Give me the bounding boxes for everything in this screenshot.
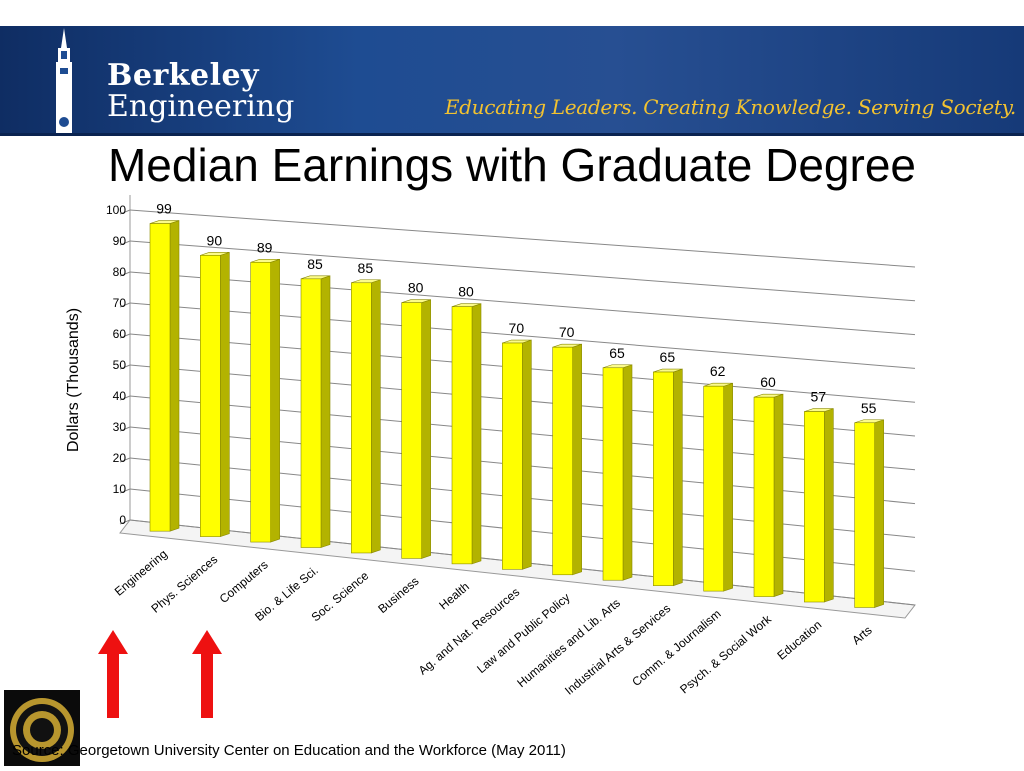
bar-side [874,419,884,608]
y-axis-label: Dollars (Thousands) [65,308,82,452]
data-label: 99 [156,201,172,217]
data-label: 85 [307,256,323,272]
bar [653,371,674,586]
bar-side [371,279,381,554]
gridline-side [119,488,131,494]
y-tick-label: 10 [113,482,127,496]
bar-side [320,275,331,548]
data-label: 80 [408,280,424,296]
y-tick-label: 90 [113,234,127,248]
data-label: 70 [509,320,525,336]
bar-side [471,303,482,565]
page-title: Median Earnings with Graduate Degree [107,139,916,191]
source-citation: Source: Georgetown University Center on … [12,742,566,759]
gridline-side [119,519,131,525]
x-tick-label: Ag. and Nat. Resources [416,585,523,678]
x-tick-label: Humanities and Lib. Arts [514,596,623,690]
tagline: Educating Leaders. Creating Knowledge. S… [444,95,1016,119]
gridline-side [119,240,131,246]
gridline-side [119,457,131,463]
bar [451,306,473,565]
data-label: 89 [257,239,273,255]
bar [854,422,875,608]
x-tick-label: Arts [849,623,874,647]
y-tick-label: 40 [113,389,127,403]
bar-side [673,368,683,587]
bar-side [421,299,431,559]
college-seal-logo [4,690,80,766]
bar-side [169,220,180,532]
gridline [129,240,916,302]
bar-series [149,220,884,608]
seal-icon [10,698,74,762]
data-label: 57 [811,389,827,405]
data-label: 55 [861,400,877,416]
bar [149,223,171,532]
y-tick-label: 70 [113,296,127,310]
y-tick-label: 0 [119,513,126,527]
bar [552,346,573,576]
gridline-side [119,333,131,339]
campanile-logo-icon [56,28,72,134]
x-tick-label: Education [774,618,824,663]
x-tick-label: Business [375,574,421,616]
y-tick-label: 50 [113,358,127,372]
data-label: 65 [660,349,676,365]
header-divider [0,133,1024,136]
y-tick-label: 30 [113,420,127,434]
bar [602,367,624,581]
x-tick-label: Law and Public Policy [474,590,572,676]
data-label: 85 [358,260,374,276]
data-label: 80 [458,284,474,300]
x-tick-label: Computers [217,558,271,606]
x-tick-label: Health [436,579,472,612]
gridline-side [119,395,131,401]
bar [502,342,523,570]
arrow-up-icon [192,630,222,718]
bar [300,278,322,548]
bar-side [270,258,280,543]
logo-text-berkeley: Berkeley [107,58,260,93]
gridline-side [119,364,131,370]
x-tick-label: Engineering [112,547,170,599]
gridline [129,209,916,268]
bar [804,411,825,603]
gridline-side [119,302,131,308]
arrow-up-icon [98,630,128,718]
x-tick-label: Industrial Arts & Services [562,601,673,697]
gridline-side [119,271,131,277]
logo-text-engineering: Engineering [107,89,295,124]
bar-side [572,343,582,576]
data-label: 62 [710,363,726,379]
y-tick-label: 60 [113,327,127,341]
bar [401,302,422,559]
bar [703,385,724,592]
x-tick-label: Psych. & Social Work [677,612,774,697]
data-label: 65 [609,345,625,361]
y-tick-label: 20 [113,451,127,465]
bar-side [220,251,230,538]
data-label: 70 [559,324,575,340]
gridline-side [119,209,131,215]
bar-side [522,339,532,570]
y-axis-ticks: 0 10 20 30 40 50 60 70 80 90 100 [106,203,126,527]
y-tick-label: 100 [106,203,126,217]
bar-side [622,364,633,581]
x-tick-label: Soc. Science [309,568,372,624]
header-banner: Berkeley Engineering Educating Leaders. … [0,26,1024,136]
bar [250,262,271,543]
gridline-side [119,426,131,432]
data-label: 60 [760,374,776,390]
y-tick-label: 80 [113,265,127,279]
bar [351,282,372,554]
bar-side [773,393,784,597]
bar-side [723,382,733,592]
bar [753,396,775,597]
data-labels: 99 90 89 85 85 80 80 70 70 65 65 62 60 57 55 [156,201,876,416]
bar [200,255,221,537]
bar-side [824,408,834,603]
data-label: 90 [207,232,223,248]
